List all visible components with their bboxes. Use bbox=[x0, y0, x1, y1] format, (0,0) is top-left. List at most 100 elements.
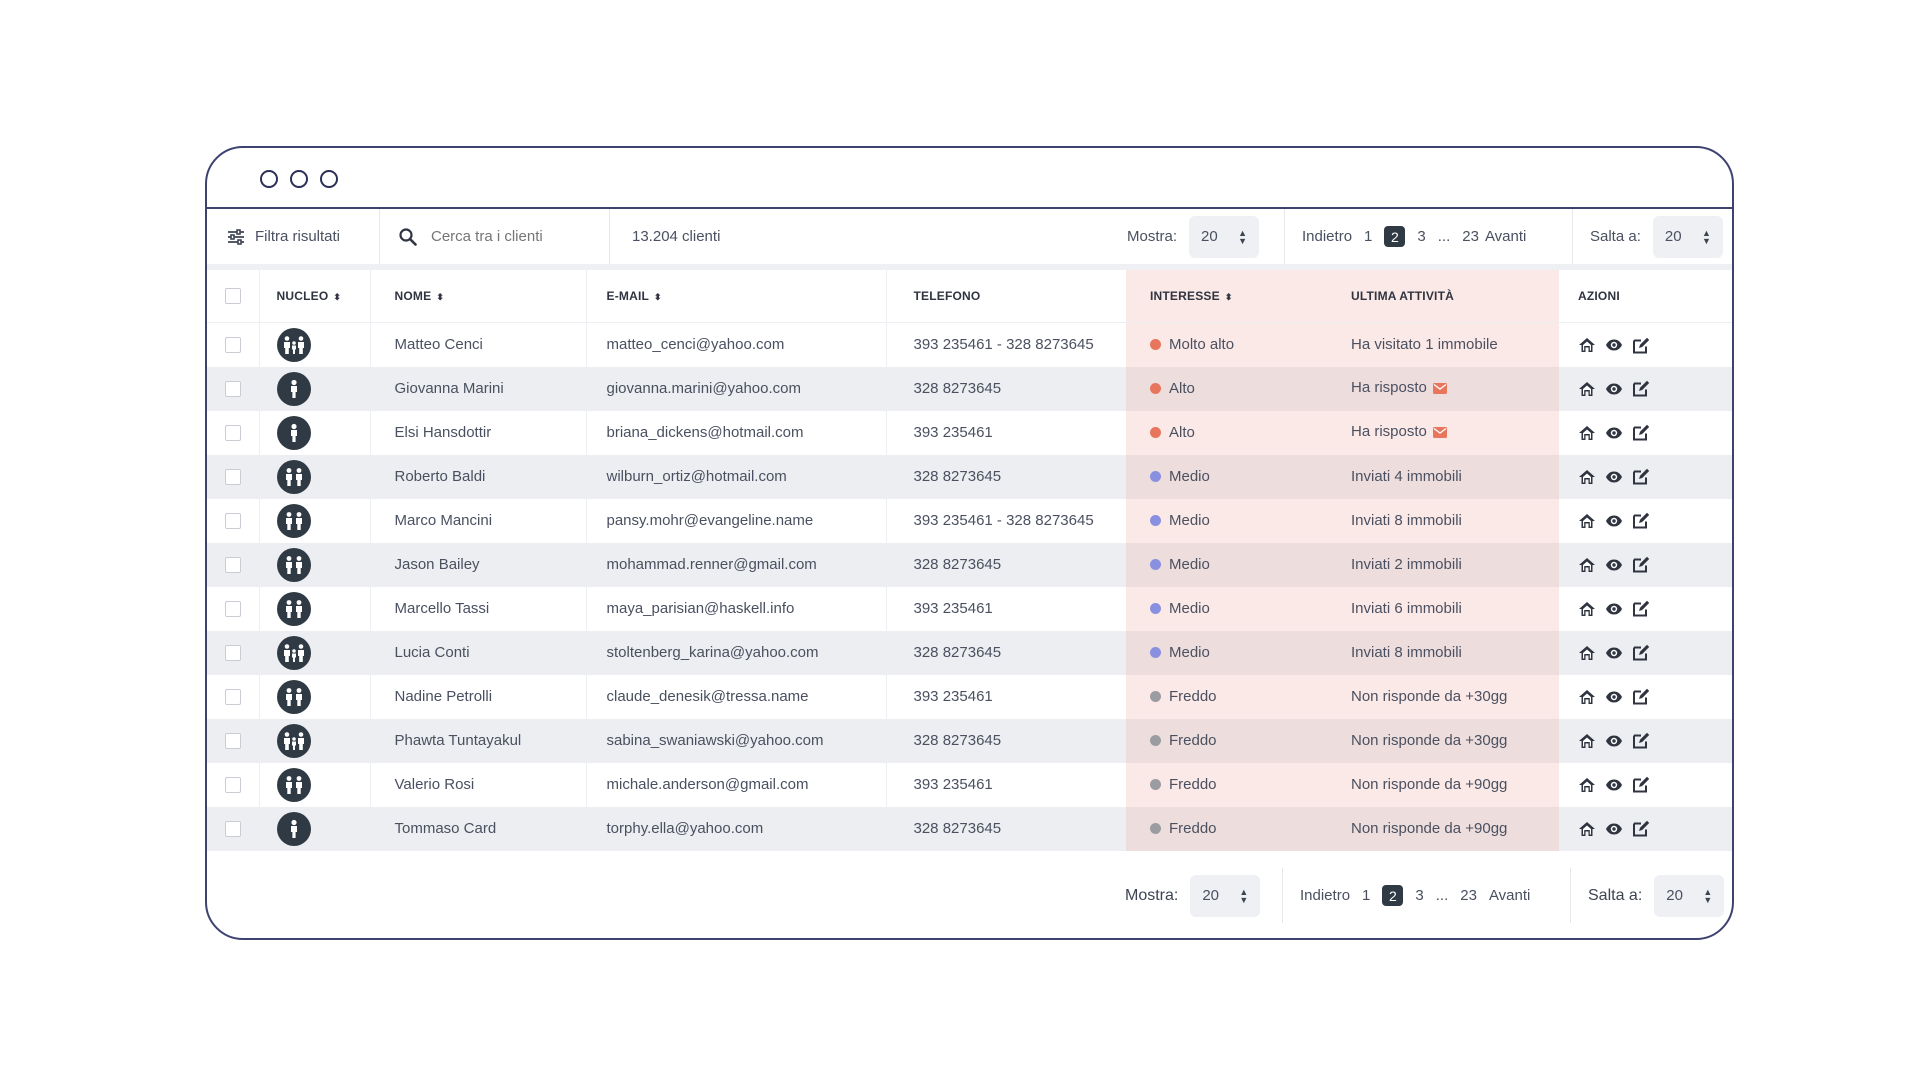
edit-icon[interactable] bbox=[1632, 600, 1659, 617]
filter-button[interactable]: Filtra risultati bbox=[227, 209, 340, 264]
client-email[interactable]: claude_denesik@tressa.name bbox=[585, 674, 886, 719]
eye-icon[interactable] bbox=[1605, 424, 1632, 441]
search-input[interactable] bbox=[429, 227, 593, 246]
eye-icon[interactable] bbox=[1605, 380, 1632, 397]
page-23[interactable]: 23 bbox=[1462, 228, 1479, 245]
home-icon[interactable] bbox=[1578, 644, 1605, 661]
row-checkbox[interactable] bbox=[225, 689, 241, 706]
edit-icon[interactable] bbox=[1632, 424, 1659, 441]
show-select[interactable]: 20 ▲ ▼ bbox=[1189, 215, 1260, 258]
row-checkbox[interactable] bbox=[225, 601, 241, 618]
row-checkbox[interactable] bbox=[225, 777, 241, 794]
client-email[interactable]: briana_dickens@hotmail.com bbox=[585, 410, 886, 455]
edit-icon[interactable] bbox=[1632, 468, 1659, 485]
home-icon[interactable] bbox=[1578, 512, 1605, 529]
client-name[interactable]: Jason Bailey bbox=[369, 542, 586, 587]
page-2-current[interactable]: 2 bbox=[1384, 226, 1406, 247]
eye-icon[interactable] bbox=[1605, 336, 1632, 353]
window-maximize-dot[interactable] bbox=[320, 170, 338, 188]
page-3[interactable]: 3 bbox=[1415, 887, 1424, 904]
col-nome[interactable]: NOME ⬍ bbox=[369, 270, 586, 323]
client-email[interactable]: michale.anderson@gmail.com bbox=[585, 762, 886, 807]
client-name[interactable]: Nadine Petrolli bbox=[369, 674, 586, 719]
table-row[interactable]: Jason Bailey mohammad.renner@gmail.com 328… bbox=[207, 542, 1732, 587]
page-1[interactable]: 1 bbox=[1362, 887, 1371, 904]
client-name[interactable]: Elsi Hansdottir bbox=[369, 410, 586, 455]
table-row[interactable]: Roberto Baldi wilburn_ortiz@hotmail.com 32… bbox=[207, 454, 1732, 499]
page-23[interactable]: 23 bbox=[1460, 887, 1477, 904]
client-name[interactable]: Roberto Baldi bbox=[369, 454, 586, 499]
client-email[interactable]: sabina_swaniawski@yahoo.com bbox=[585, 718, 886, 763]
eye-icon[interactable] bbox=[1605, 732, 1632, 749]
col-interesse[interactable]: INTERESSE ⬍ bbox=[1126, 270, 1327, 323]
edit-icon[interactable] bbox=[1632, 776, 1659, 793]
edit-icon[interactable] bbox=[1632, 644, 1659, 661]
show-select-footer[interactable]: 20 ▲ ▼ bbox=[1190, 874, 1261, 917]
page-1[interactable]: 1 bbox=[1364, 228, 1373, 245]
pagination-prev[interactable]: Indietro bbox=[1300, 887, 1351, 904]
table-row[interactable]: Tommaso Card torphy.ella@yahoo.com 328 827… bbox=[207, 806, 1732, 851]
home-icon[interactable] bbox=[1578, 556, 1605, 573]
client-email[interactable]: mohammad.renner@gmail.com bbox=[585, 542, 886, 587]
pagination-prev[interactable]: Indietro bbox=[1302, 228, 1353, 245]
row-checkbox[interactable] bbox=[225, 645, 241, 662]
edit-icon[interactable] bbox=[1632, 688, 1659, 705]
eye-icon[interactable] bbox=[1605, 820, 1632, 837]
col-nucleo[interactable]: NUCLEO ⬍ bbox=[258, 270, 370, 323]
select-all-checkbox[interactable] bbox=[225, 288, 241, 304]
client-email[interactable]: matteo_cenci@yahoo.com bbox=[585, 322, 886, 367]
col-email[interactable]: E-MAIL ⬍ bbox=[585, 270, 886, 323]
jump-select[interactable]: 20 ▲ ▼ bbox=[1652, 215, 1723, 258]
row-checkbox[interactable] bbox=[225, 381, 241, 398]
client-email[interactable]: stoltenberg_karina@yahoo.com bbox=[585, 630, 886, 675]
table-row[interactable]: Phawta Tuntayakul sabina_swaniawski@yahoo… bbox=[207, 718, 1732, 763]
row-checkbox[interactable] bbox=[225, 469, 241, 486]
home-icon[interactable] bbox=[1578, 424, 1605, 441]
client-email[interactable]: wilburn_ortiz@hotmail.com bbox=[585, 454, 886, 499]
table-row[interactable]: Marco Mancini pansy.mohr@evangeline.name 3… bbox=[207, 498, 1732, 543]
table-row[interactable]: Nadine Petrolli claude_denesik@tressa.nam… bbox=[207, 674, 1732, 719]
client-name[interactable]: Tommaso Card bbox=[369, 806, 586, 851]
home-icon[interactable] bbox=[1578, 820, 1605, 837]
row-checkbox[interactable] bbox=[225, 425, 241, 442]
pagination-next[interactable]: Avanti bbox=[1488, 887, 1531, 904]
client-name[interactable]: Marco Mancini bbox=[369, 498, 586, 543]
row-checkbox[interactable] bbox=[225, 821, 241, 838]
page-2-current[interactable]: 2 bbox=[1382, 885, 1404, 906]
table-row[interactable]: Marcello Tassi maya_parisian@haskell.info… bbox=[207, 586, 1732, 631]
pagination-next[interactable]: Avanti bbox=[1484, 228, 1527, 245]
client-email[interactable]: giovanna.marini@yahoo.com bbox=[585, 366, 886, 411]
search-box[interactable] bbox=[399, 209, 593, 264]
edit-icon[interactable] bbox=[1632, 380, 1659, 397]
client-name[interactable]: Matteo Cenci bbox=[369, 322, 586, 367]
home-icon[interactable] bbox=[1578, 380, 1605, 397]
edit-icon[interactable] bbox=[1632, 820, 1659, 837]
home-icon[interactable] bbox=[1578, 732, 1605, 749]
eye-icon[interactable] bbox=[1605, 776, 1632, 793]
row-checkbox[interactable] bbox=[225, 557, 241, 574]
eye-icon[interactable] bbox=[1605, 600, 1632, 617]
row-checkbox[interactable] bbox=[225, 337, 241, 354]
edit-icon[interactable] bbox=[1632, 732, 1659, 749]
client-email[interactable]: pansy.mohr@evangeline.name bbox=[585, 498, 886, 543]
home-icon[interactable] bbox=[1578, 336, 1605, 353]
edit-icon[interactable] bbox=[1632, 512, 1659, 529]
row-checkbox[interactable] bbox=[225, 733, 241, 750]
window-minimize-dot[interactable] bbox=[290, 170, 308, 188]
row-checkbox[interactable] bbox=[225, 513, 241, 530]
table-row[interactable]: Valerio Rosi michale.anderson@gmail.com 39… bbox=[207, 762, 1732, 807]
table-row[interactable]: Elsi Hansdottir briana_dickens@hotmail.co… bbox=[207, 410, 1732, 455]
client-name[interactable]: Giovanna Marini bbox=[369, 366, 586, 411]
client-name[interactable]: Valerio Rosi bbox=[369, 762, 586, 807]
eye-icon[interactable] bbox=[1605, 468, 1632, 485]
home-icon[interactable] bbox=[1578, 688, 1605, 705]
edit-icon[interactable] bbox=[1632, 336, 1659, 354]
table-row[interactable]: Giovanna Marini giovanna.marini@yahoo.com… bbox=[207, 366, 1732, 411]
client-email[interactable]: torphy.ella@yahoo.com bbox=[585, 806, 886, 851]
window-close-dot[interactable] bbox=[260, 170, 278, 188]
home-icon[interactable] bbox=[1578, 600, 1605, 617]
home-icon[interactable] bbox=[1578, 468, 1605, 485]
eye-icon[interactable] bbox=[1605, 512, 1632, 529]
eye-icon[interactable] bbox=[1605, 688, 1632, 705]
jump-select-footer[interactable]: 20 ▲ ▼ bbox=[1654, 874, 1725, 917]
